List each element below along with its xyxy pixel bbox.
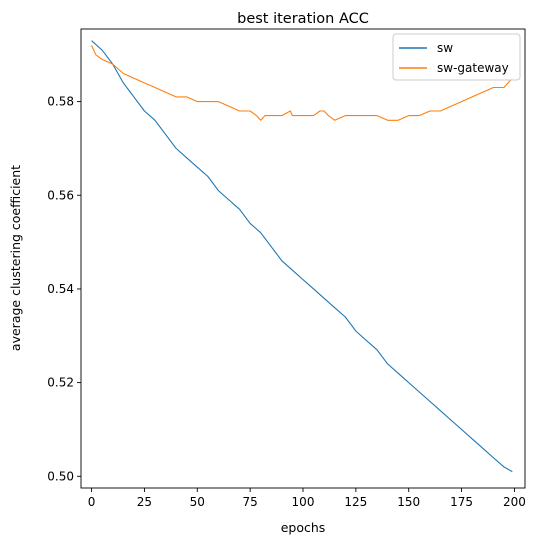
x-tick-label: 50 — [190, 495, 205, 509]
x-tick-label: 175 — [450, 495, 473, 509]
x-tick-label: 200 — [503, 495, 526, 509]
y-tick-label: 0.58 — [47, 95, 74, 109]
y-tick-label: 0.50 — [47, 469, 74, 483]
legend-label-sw: sw — [437, 41, 453, 55]
x-tick-label: 150 — [397, 495, 420, 509]
y-tick-label: 0.56 — [47, 188, 74, 202]
x-tick-label: 75 — [243, 495, 258, 509]
x-tick-label: 125 — [344, 495, 367, 509]
chart-title: best iteration ACC — [237, 11, 369, 27]
legend-label-sw-gateway: sw-gateway — [437, 61, 509, 75]
y-tick-label: 0.54 — [47, 282, 74, 296]
legend: sw sw-gateway — [392, 33, 521, 81]
y-tick-label: 0.52 — [47, 376, 74, 390]
x-axis-label: epochs — [281, 520, 326, 535]
series-line-sw — [91, 40, 513, 473]
y-axis-label: average clustering coefficient — [8, 165, 23, 351]
plot-frame — [80, 28, 526, 489]
x-tick-label: 25 — [137, 495, 152, 509]
x-axis: 0 25 50 75 100 125 150 175 200 — [88, 488, 526, 509]
x-tick-label: 100 — [292, 495, 315, 509]
plot-area — [91, 40, 513, 473]
y-axis: 0.50 0.52 0.54 0.56 0.58 — [47, 95, 81, 483]
x-tick-label: 0 — [88, 495, 96, 509]
series-line-sw-gateway — [91, 45, 513, 121]
